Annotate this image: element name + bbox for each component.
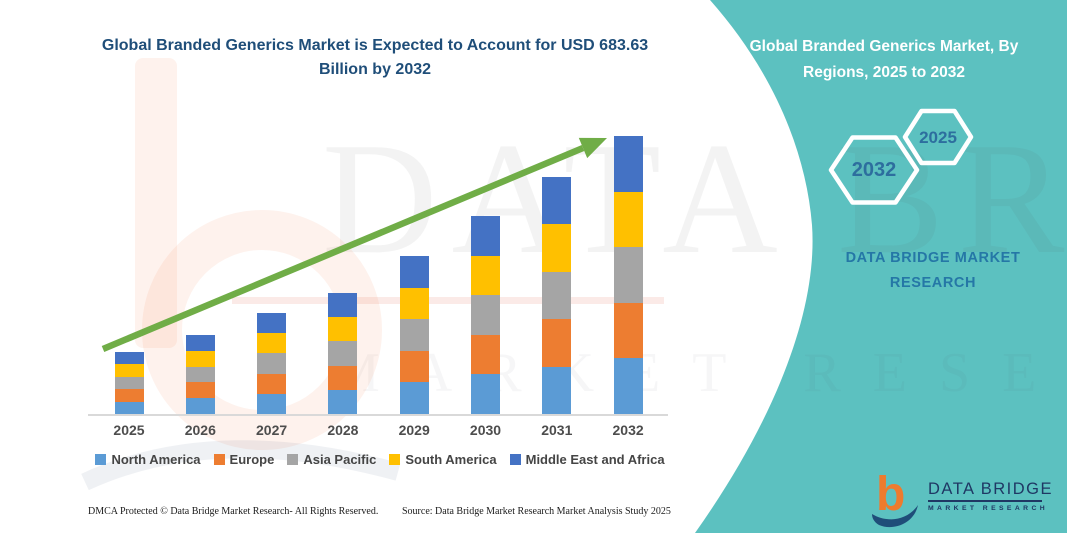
hexagon-year-2025: 2025 [919,128,957,147]
stacked-bar-2027 [257,312,287,414]
dmca-footer-text: DMCA Protected © Data Bridge Market Rese… [88,506,379,517]
bar-segment-south-america [613,191,643,248]
bar-segment-south-america [328,317,358,342]
x-axis-label-2032: 2032 [612,422,644,438]
bar-segment-north-america [185,398,215,414]
bar-segment-south-america [185,350,215,367]
bar-segment-asia-pacific [185,366,215,383]
bar-segment-europe [114,389,144,402]
bar-segment-north-america [114,401,144,414]
bar-segment-middle-east-and-africa [399,256,429,288]
svg-text:b: b [876,470,905,521]
bar-segment-middle-east-and-africa [328,293,358,318]
bar-segment-asia-pacific [471,295,500,335]
source-footer-text: Source: Data Bridge Market Research Mark… [402,506,671,517]
bar-segment-middle-east-and-africa [613,136,643,192]
bar-segment-south-america [399,287,429,320]
legend-item-north-america: North America [95,452,201,467]
bar-segment-europe [328,365,358,390]
legend-label: Europe [229,452,275,467]
legend-item-asia-pacific: Asia Pacific [287,452,376,467]
stacked-bar-2029 [399,256,429,414]
stacked-bar-2028 [328,293,358,414]
bar-segment-europe [257,373,287,394]
bar-segment-europe [542,319,572,367]
legend-swatch-icon [509,454,521,465]
x-axis-label-2031: 2031 [541,422,573,438]
legend-item-south-america: South America [389,452,497,467]
legend-label: Asia Pacific [303,452,377,467]
logo-name: DATA BRIDGE [928,480,1053,498]
logo-b-icon: b [872,470,918,528]
legend: North America Europe Asia Pacific South Ame… [80,452,680,467]
bar-segment-north-america [613,358,643,414]
stacked-bar-2031 [542,176,572,414]
logo-subtitle: MARKET RESEARCH [928,504,1049,512]
bar-segment-north-america [399,382,429,414]
bar-segment-middle-east-and-africa [185,334,215,351]
bar-segment-europe [399,350,429,383]
bar-segment-south-america [257,333,287,354]
bar-segment-europe [185,382,215,399]
bar-segment-middle-east-and-africa [471,215,500,256]
legend-swatch-icon [95,454,107,465]
bar-segment-asia-pacific [257,353,287,374]
bar-segment-south-america [542,224,572,272]
bar-segment-europe [471,334,500,375]
stacked-bar-2025 [114,351,144,414]
stacked-bar-2026 [185,334,215,414]
brand-name-text: DATA BRIDGE MARKET RESEARCH [845,250,1021,291]
logo-divider [928,500,1042,502]
bar-segment-north-america [471,374,500,414]
legend-label: North America [111,452,201,467]
legend-swatch-icon [287,454,299,465]
x-axis-label-2025: 2025 [113,422,145,438]
bar-segment-south-america [114,364,144,377]
bar-segment-middle-east-and-africa [257,312,287,334]
legend-swatch-icon [389,454,401,465]
x-axis-label-2029: 2029 [398,422,430,438]
bar-segment-europe [613,302,643,359]
bar-segment-asia-pacific [114,376,144,390]
bar-segment-middle-east-and-africa [114,351,144,365]
bar-segment-asia-pacific [399,319,429,351]
x-axis-label-2028: 2028 [327,422,359,438]
bar-segment-north-america [257,393,287,414]
bar-segment-north-america [328,389,358,414]
watermark-sub-text: MARKET RESEARCH [330,342,1067,404]
hexagon-year-2032: 2032 [851,159,897,181]
stacked-bar-2032 [613,136,643,414]
x-axis-line [88,414,668,416]
legend-swatch-icon [213,454,225,465]
legend-item-europe: Europe [213,452,275,467]
bar-segment-asia-pacific [328,341,358,366]
legend-label: South America [405,452,497,467]
logo-text: DATA BRIDGE MARKET RESEARCH [928,470,1053,512]
legend-item-middle-east-and-africa: Middle East and Africa [509,452,665,467]
x-axis-label-2030: 2030 [469,422,502,438]
company-logo: b DATA BRIDGE MARKET RESEARCH [872,470,1053,528]
x-axis-label-2026: 2026 [184,422,216,438]
panel-title: Global Branded Generics Market, By Regio… [749,38,1019,81]
bar-segment-asia-pacific [613,247,643,303]
bar-segment-middle-east-and-africa [542,176,572,225]
bar-segment-north-america [542,366,572,414]
stacked-bar-2030 [471,215,500,414]
x-axis-label-2027: 2027 [256,422,288,438]
bar-segment-south-america [471,255,500,296]
bar-segment-asia-pacific [542,271,572,320]
legend-label: Middle East and Africa [525,452,665,467]
chart-title: Global Branded Generics Market is Expect… [101,37,649,78]
